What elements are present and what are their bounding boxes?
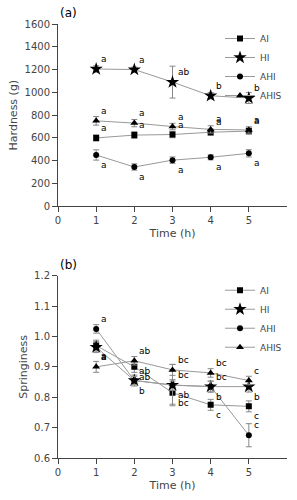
svg-text:b: b — [139, 386, 145, 396]
svg-text:HI: HI — [260, 53, 269, 63]
svg-text:a: a — [254, 116, 260, 126]
svg-text:0.6: 0.6 — [34, 453, 50, 464]
svg-text:a: a — [139, 108, 145, 118]
svg-text:b: b — [254, 392, 260, 402]
svg-text:b: b — [254, 83, 260, 93]
svg-text:Time (h): Time (h) — [149, 227, 196, 240]
svg-text:200: 200 — [31, 178, 50, 189]
svg-text:4: 4 — [207, 215, 213, 226]
svg-text:a: a — [139, 120, 145, 130]
svg-text:b: b — [216, 392, 222, 402]
svg-text:AI: AI — [260, 34, 269, 44]
svg-text:a: a — [101, 352, 107, 362]
svg-text:Springiness: Springiness — [17, 335, 30, 399]
svg-text:c: c — [216, 410, 221, 420]
svg-text:bc: bc — [216, 358, 227, 368]
svg-text:1: 1 — [93, 467, 99, 478]
svg-text:a: a — [216, 162, 222, 172]
svg-text:a: a — [216, 117, 222, 127]
svg-text:a: a — [101, 123, 107, 133]
svg-text:(a): (a) — [60, 6, 77, 20]
svg-text:a: a — [101, 54, 107, 64]
svg-text:800: 800 — [31, 110, 50, 121]
svg-text:a: a — [101, 106, 107, 116]
svg-text:a: a — [178, 112, 184, 122]
svg-text:AHI: AHI — [260, 72, 276, 82]
svg-text:a: a — [101, 351, 107, 361]
svg-text:c: c — [254, 366, 259, 376]
svg-text:a: a — [254, 115, 260, 125]
svg-text:c: c — [254, 411, 259, 421]
svg-text:bc: bc — [178, 355, 189, 365]
svg-text:a: a — [178, 120, 184, 130]
svg-text:ab: ab — [178, 390, 190, 400]
svg-text:a: a — [101, 160, 107, 170]
svg-text:a: a — [101, 314, 107, 324]
svg-text:AHI: AHI — [260, 324, 276, 334]
svg-text:0.9: 0.9 — [34, 361, 50, 372]
svg-text:1600: 1600 — [25, 19, 50, 30]
svg-text:AHIS: AHIS — [260, 343, 282, 353]
svg-text:1.0: 1.0 — [34, 331, 50, 342]
svg-text:bc: bc — [178, 370, 189, 380]
svg-text:a: a — [101, 352, 107, 362]
svg-text:a: a — [254, 158, 260, 168]
svg-text:5: 5 — [246, 467, 252, 478]
svg-text:1200: 1200 — [25, 64, 50, 75]
svg-text:2: 2 — [131, 467, 137, 478]
svg-text:a: a — [178, 165, 184, 175]
svg-text:0.7: 0.7 — [34, 422, 50, 433]
svg-text:1: 1 — [93, 215, 99, 226]
svg-text:Time (h): Time (h) — [149, 479, 196, 492]
svg-text:1.1: 1.1 — [34, 301, 50, 312]
svg-text:bc: bc — [178, 398, 189, 408]
svg-text:ab: ab — [139, 366, 151, 376]
svg-text:HI: HI — [260, 305, 269, 315]
svg-text:c: c — [254, 420, 259, 430]
svg-text:a: a — [216, 114, 222, 124]
svg-text:600: 600 — [31, 132, 50, 143]
svg-text:5: 5 — [246, 215, 252, 226]
svg-text:1000: 1000 — [25, 87, 50, 98]
svg-text:2: 2 — [131, 215, 137, 226]
svg-text:a: a — [139, 172, 145, 182]
svg-text:0.8: 0.8 — [34, 392, 50, 403]
svg-text:ab: ab — [139, 372, 151, 382]
svg-text:400: 400 — [31, 155, 50, 166]
svg-text:(b): (b) — [60, 258, 77, 272]
svg-text:1400: 1400 — [25, 41, 50, 52]
svg-text:3: 3 — [169, 467, 175, 478]
svg-text:bc: bc — [216, 372, 227, 382]
svg-text:1.2: 1.2 — [34, 270, 50, 281]
svg-text:ab: ab — [139, 346, 151, 356]
svg-text:0: 0 — [55, 215, 61, 226]
svg-text:a: a — [139, 55, 145, 65]
svg-text:AI: AI — [260, 286, 269, 296]
svg-text:AHIS: AHIS — [260, 91, 282, 101]
svg-text:b: b — [216, 81, 222, 91]
svg-text:3: 3 — [169, 215, 175, 226]
svg-text:ab: ab — [178, 67, 190, 77]
svg-text:4: 4 — [207, 467, 213, 478]
svg-text:0: 0 — [44, 201, 50, 212]
svg-text:0: 0 — [55, 467, 61, 478]
svg-text:Hardness (g): Hardness (g) — [7, 80, 20, 151]
